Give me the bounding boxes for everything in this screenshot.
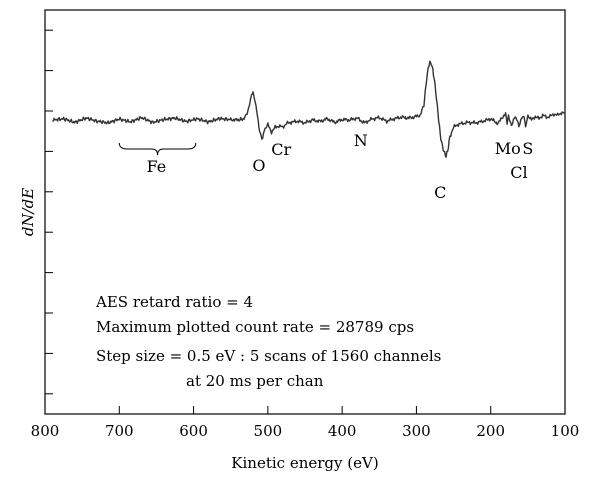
element-label-c: C — [434, 183, 446, 202]
x-tick-label: 300 — [402, 422, 431, 440]
info-line-step-size: Step size = 0.5 eV : 5 scans of 1560 cha… — [96, 347, 441, 365]
x-tick-label: 800 — [31, 422, 60, 440]
x-axis-label: Kinetic energy (eV) — [231, 454, 378, 472]
fe-range-brace — [118, 142, 197, 156]
element-label-mo: Mo — [495, 139, 521, 158]
spectrum-series-line — [52, 60, 566, 158]
element-label-cr: Cr — [271, 140, 291, 159]
y-axis-label: dN/dE — [19, 188, 37, 236]
element-label-o: O — [252, 156, 265, 175]
x-tick-label: 400 — [328, 422, 357, 440]
plot-frame — [44, 9, 566, 415]
info-line-retard-ratio: AES retard ratio = 4 — [95, 293, 253, 311]
element-label-fe: Fe — [147, 157, 167, 176]
info-line-dwell-time: at 20 ms per chan — [186, 372, 324, 390]
x-tick-label: 700 — [105, 422, 134, 440]
x-tick-label: 100 — [551, 422, 580, 440]
x-tick-label: 200 — [476, 422, 505, 440]
x-tick-label: 600 — [179, 422, 208, 440]
x-tick-label: 500 — [254, 422, 283, 440]
y-axis-ticks — [45, 29, 53, 395]
x-axis-ticks: 800 700 600 500 400 300 200 100 — [31, 406, 580, 440]
info-line-count-rate: Maximum plotted count rate = 28789 cps — [96, 318, 414, 336]
element-label-n: N — [354, 131, 368, 150]
element-label-cl: Cl — [510, 163, 527, 182]
element-annotations: Fe O Cr N C Mo S Cl — [147, 131, 534, 202]
element-label-s: S — [522, 139, 533, 158]
